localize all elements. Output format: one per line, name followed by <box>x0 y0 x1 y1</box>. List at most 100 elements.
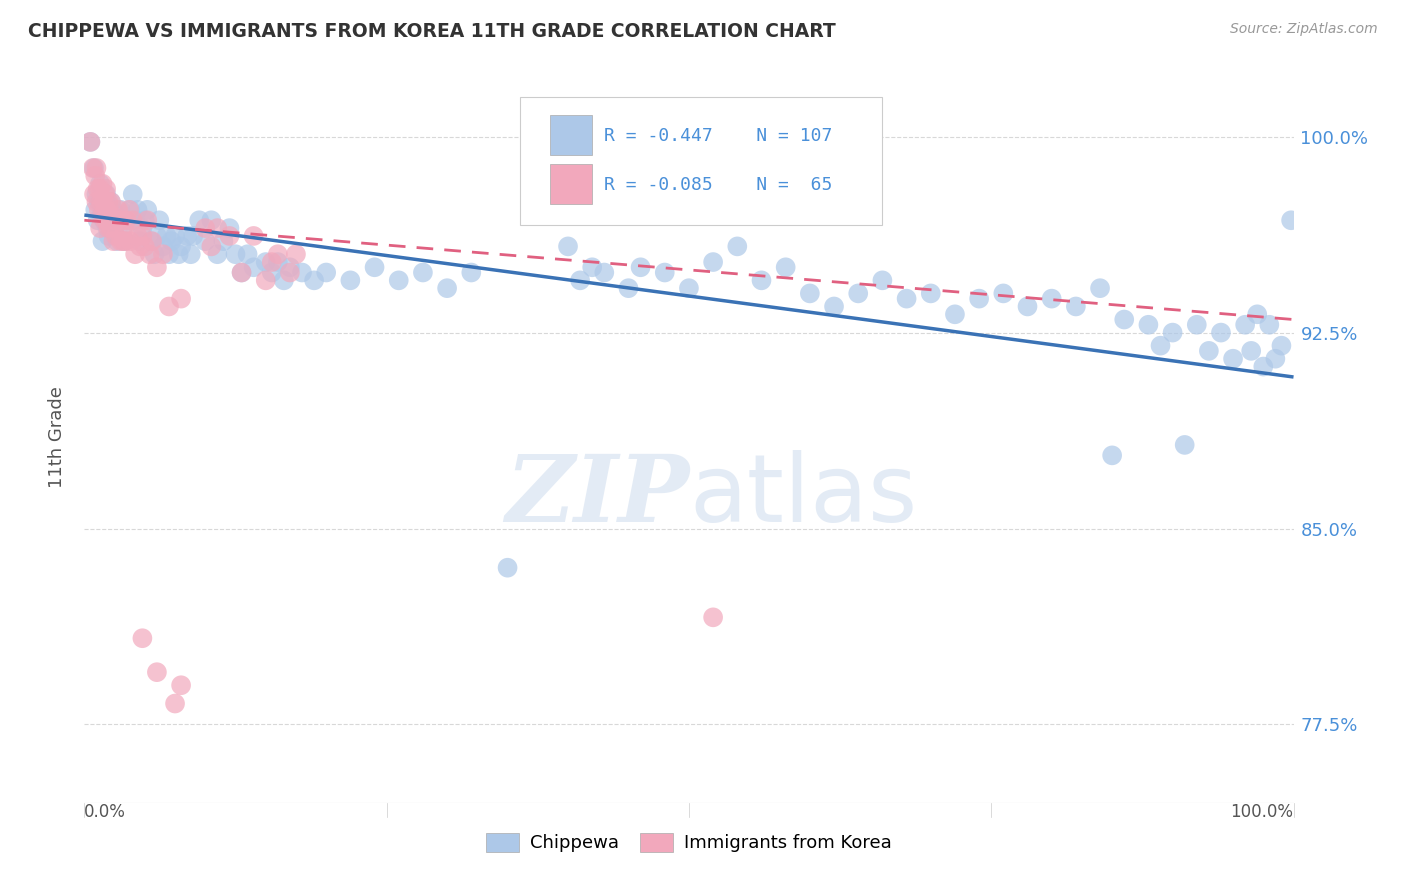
Point <box>83 187 105 202</box>
Point <box>581 260 603 275</box>
Point <box>725 239 748 253</box>
Point <box>170 678 193 692</box>
Point <box>165 228 187 243</box>
Point <box>278 260 301 275</box>
Point <box>100 194 122 209</box>
Point <box>799 286 821 301</box>
Point <box>112 221 135 235</box>
Point <box>593 265 616 279</box>
Point <box>242 228 264 243</box>
Point <box>89 182 111 196</box>
Point <box>630 260 652 275</box>
Point <box>188 213 211 227</box>
Point <box>207 221 229 235</box>
Point <box>101 213 124 227</box>
Point <box>129 234 152 248</box>
Point <box>165 697 187 711</box>
Point <box>212 234 235 248</box>
Point <box>157 247 180 261</box>
Point <box>920 286 942 301</box>
Point <box>87 202 110 217</box>
Point <box>94 213 117 227</box>
Point <box>96 213 118 227</box>
Point <box>107 202 129 217</box>
Point <box>167 247 190 261</box>
Point <box>181 228 204 243</box>
Point <box>97 197 120 211</box>
Point <box>273 273 295 287</box>
Point <box>569 273 592 287</box>
Point <box>120 234 142 248</box>
Point <box>1185 318 1208 332</box>
Point <box>112 234 135 248</box>
Point <box>460 265 482 279</box>
Point <box>180 247 202 261</box>
Point <box>112 221 135 235</box>
Point <box>136 202 159 217</box>
Text: atlas: atlas <box>689 450 917 541</box>
Point <box>702 610 724 624</box>
Point <box>1174 438 1197 452</box>
Point <box>1198 343 1220 358</box>
Point <box>105 234 128 248</box>
Point <box>557 239 579 253</box>
Point <box>1137 318 1160 332</box>
Point <box>1149 338 1171 352</box>
Text: R = -0.085    N =  65: R = -0.085 N = 65 <box>605 176 832 194</box>
Point <box>231 265 253 279</box>
Point <box>1246 307 1268 321</box>
Point <box>155 228 177 243</box>
Point <box>121 213 143 227</box>
Point <box>412 265 434 279</box>
Point <box>82 161 104 175</box>
Point <box>103 202 125 217</box>
Point <box>291 265 314 279</box>
Point <box>120 202 142 217</box>
Point <box>97 194 120 209</box>
Point <box>896 292 918 306</box>
Point <box>107 213 129 227</box>
Point <box>152 239 174 253</box>
Point <box>94 182 117 196</box>
Point <box>388 273 411 287</box>
Point <box>138 247 160 261</box>
Text: R = -0.447    N = 107: R = -0.447 N = 107 <box>605 127 832 145</box>
Point <box>823 300 845 314</box>
Point <box>124 247 146 261</box>
Point <box>104 221 127 235</box>
Point <box>90 208 112 222</box>
Point <box>91 234 114 248</box>
Point <box>160 234 183 248</box>
Point <box>1064 300 1087 314</box>
Point <box>1017 300 1039 314</box>
Point <box>846 286 869 301</box>
Point <box>104 208 127 222</box>
Point <box>94 202 117 217</box>
Point <box>363 260 385 275</box>
Point <box>315 265 337 279</box>
Point <box>207 247 229 261</box>
Point <box>97 228 120 243</box>
Point <box>86 213 108 227</box>
Point <box>1234 318 1257 332</box>
Point <box>86 187 108 202</box>
Point <box>84 202 107 217</box>
Point <box>678 281 700 295</box>
Point <box>436 281 458 295</box>
Point <box>170 292 193 306</box>
Point <box>87 194 110 209</box>
Y-axis label: 11th Grade: 11th Grade <box>48 386 66 488</box>
Point <box>86 161 108 175</box>
Point <box>97 221 120 235</box>
Point <box>993 286 1015 301</box>
Point <box>146 665 169 680</box>
Point <box>115 213 138 227</box>
Point <box>194 221 217 235</box>
Point <box>176 228 198 243</box>
Point <box>218 221 240 235</box>
Point <box>242 260 264 275</box>
Point <box>91 177 114 191</box>
Point <box>100 194 122 209</box>
Point <box>1270 338 1292 352</box>
Point <box>967 292 990 306</box>
